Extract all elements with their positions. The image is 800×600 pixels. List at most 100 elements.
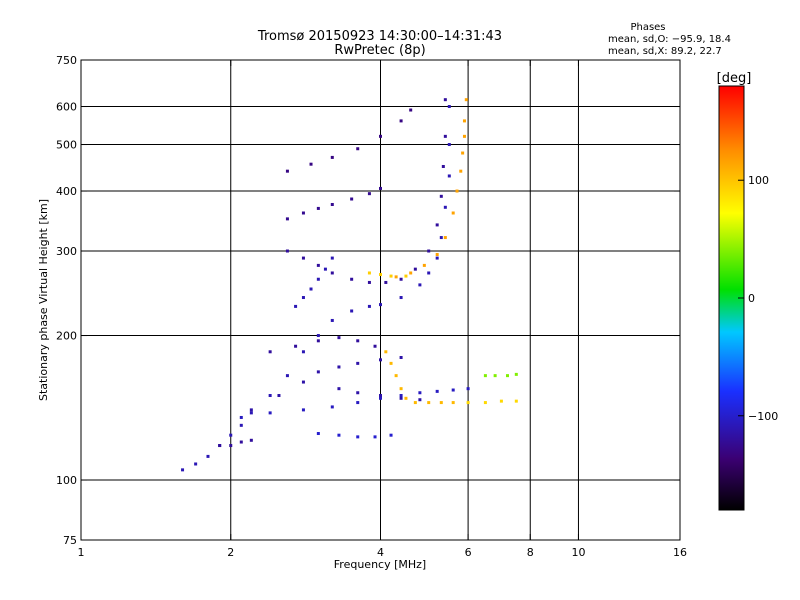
data-point — [379, 394, 382, 398]
data-point — [514, 399, 518, 403]
colorbar-ticks: 100 0 −100 — [738, 174, 778, 423]
stats-line-x: mean, sd,X: 89.2, 22.7 — [608, 46, 722, 57]
data-point — [356, 401, 360, 405]
data-point — [239, 415, 243, 419]
data-point — [239, 440, 243, 444]
data-point — [427, 401, 431, 405]
data-point — [330, 271, 334, 275]
data-point — [367, 280, 371, 284]
data-point — [330, 155, 334, 159]
data-point — [439, 194, 443, 198]
data-point — [249, 411, 253, 415]
data-point — [379, 273, 382, 277]
data-point — [399, 277, 403, 281]
x-tick-label: 1 — [78, 546, 85, 559]
data-point — [435, 253, 439, 257]
data-point — [356, 435, 360, 439]
data-point — [356, 147, 360, 151]
data-point — [464, 98, 468, 102]
data-point — [399, 396, 403, 400]
data-point — [316, 370, 320, 374]
data-point — [285, 249, 289, 253]
data-point — [379, 303, 382, 307]
data-point — [451, 401, 455, 405]
data-point — [206, 454, 210, 458]
data-point — [462, 134, 466, 138]
data-point — [404, 274, 408, 278]
stats-line-o: mean, sd,O: −95.9, 18.4 — [608, 34, 731, 45]
data-point — [384, 350, 388, 354]
data-point — [356, 361, 360, 365]
data-point — [439, 236, 443, 240]
data-point — [330, 318, 334, 322]
data-point — [451, 388, 455, 392]
data-point — [277, 394, 281, 398]
data-point — [455, 189, 459, 193]
x-tick-label: 10 — [571, 546, 585, 559]
data-point — [399, 387, 403, 391]
colorbar-tick-label: 0 — [748, 292, 755, 305]
data-point — [379, 186, 382, 190]
data-point — [435, 223, 439, 227]
stats-title: Phases — [630, 22, 665, 33]
data-point — [379, 358, 382, 362]
data-point — [367, 304, 371, 308]
data-point — [418, 398, 422, 402]
data-point — [447, 174, 451, 178]
data-point — [409, 108, 413, 112]
data-point — [356, 339, 360, 343]
data-point — [316, 277, 320, 281]
axis-ticks: 1 2 4 6 8 10 16 75 100 200 300 400 500 600 750 — [56, 54, 687, 559]
data-point — [514, 372, 518, 376]
data-point — [350, 197, 354, 201]
data-point — [418, 391, 422, 395]
chart-title: Tromsø 20150923 14:30:00–14:31:43 — [257, 29, 502, 44]
data-point — [466, 401, 470, 405]
data-point — [409, 271, 413, 275]
data-point — [337, 433, 341, 437]
data-points — [181, 98, 518, 472]
data-point — [439, 401, 443, 405]
data-point — [499, 399, 503, 403]
data-point — [427, 249, 431, 253]
data-point — [435, 389, 439, 393]
data-point — [229, 433, 233, 437]
data-point — [413, 267, 417, 271]
data-point — [316, 334, 320, 338]
y-axis-label: Stationary phase Virtual Height [km] — [37, 199, 50, 401]
y-tick-label: 300 — [56, 245, 77, 258]
data-point — [337, 387, 341, 391]
x-tick-label: 2 — [227, 546, 234, 559]
data-point — [285, 169, 289, 173]
y-tick-label: 100 — [56, 474, 77, 487]
data-point — [394, 374, 398, 378]
data-point — [373, 344, 377, 348]
data-point — [462, 119, 466, 123]
data-point — [330, 405, 334, 409]
data-point — [294, 344, 298, 348]
data-point — [350, 277, 354, 281]
data-point — [268, 350, 272, 354]
grid-lines — [81, 60, 680, 540]
x-axis-label: Frequency [MHz] — [334, 558, 426, 571]
colorbar-label: [deg] — [717, 71, 752, 86]
data-point — [418, 283, 422, 287]
data-point — [337, 365, 341, 369]
data-point — [316, 339, 320, 343]
data-point — [285, 374, 289, 378]
data-point — [239, 423, 243, 427]
data-point — [505, 374, 509, 378]
data-point — [229, 444, 233, 448]
data-point — [443, 236, 447, 240]
data-point — [493, 374, 497, 378]
data-point — [330, 202, 334, 206]
data-point — [427, 271, 431, 275]
y-tick-label: 400 — [56, 185, 77, 198]
x-tick-label: 8 — [527, 546, 534, 559]
data-point — [459, 169, 463, 173]
data-point — [301, 350, 305, 354]
data-point — [337, 336, 341, 340]
data-point — [443, 205, 447, 209]
data-point — [356, 391, 360, 395]
colorbar-tick-label: 100 — [748, 174, 769, 187]
